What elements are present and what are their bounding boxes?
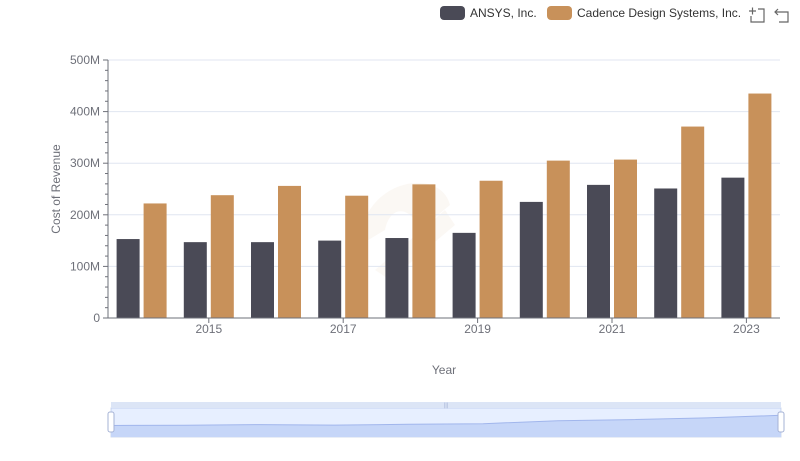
legend-label: Cadence Design Systems, Inc. [577,6,742,20]
bar-cadence-2019[interactable] [479,180,503,318]
bar-cadence-2023[interactable] [748,93,772,318]
slider-line [110,414,782,426]
slider-top-bar[interactable] [111,402,781,408]
bar-ansys-2020[interactable] [519,201,543,318]
bar-ansys-2017[interactable] [318,240,342,318]
x-axis-title: Year [431,363,457,377]
bar-cadence-2021[interactable] [614,159,637,318]
bar-ansys-2018[interactable] [385,238,409,318]
y-tick-label: 500M [70,53,100,67]
bar-cadence-2014[interactable] [143,203,167,318]
bar-ansys-2022[interactable] [654,188,678,318]
bar-ansys-2021[interactable] [587,184,610,318]
x-tick-label: 2021 [599,322,626,336]
bar-ansys-2015[interactable] [183,242,207,318]
bar-ansys-2023[interactable] [721,177,745,318]
legend-label: ANSYS, Inc. [470,6,537,20]
bar-cadence-2020[interactable] [546,160,570,318]
bar-cadence-2022[interactable] [681,126,705,319]
slider-handle-left[interactable] [107,411,115,433]
x-tick-label: 2017 [330,322,357,336]
zoom-icon[interactable] [748,6,766,24]
slider-selection[interactable] [111,408,781,437]
bar-ansys-2014[interactable] [116,239,140,318]
x-tick-label: 2019 [464,322,491,336]
slider-handle-right[interactable] [777,411,785,433]
legend-swatch [440,6,465,20]
bar-ansys-2016[interactable] [251,242,274,318]
slider-area [111,415,781,437]
legend-item-cadence[interactable]: Cadence Design Systems, Inc. [547,4,741,22]
y-tick-label: 200M [70,208,100,222]
bar-cadence-2018[interactable] [412,184,436,318]
legend-swatch [547,6,572,20]
x-tick-label: 2023 [733,322,760,336]
y-tick-label: 0 [93,311,100,325]
restore-icon[interactable] [773,6,791,24]
bar-cadence-2017[interactable] [345,195,369,318]
legend-item-ansys[interactable]: ANSYS, Inc. [440,4,537,22]
bar-cadence-2016[interactable] [278,185,301,318]
bar-ansys-2019[interactable] [452,232,476,318]
slider-grip[interactable]: ||| [444,403,449,409]
y-tick-label: 300M [70,156,100,170]
y-tick-label: 400M [70,105,100,119]
x-tick-label: 2015 [195,322,222,336]
y-axis-title: Cost of Revenue [49,144,63,234]
y-tick-label: 100M [70,259,100,273]
data-zoom-slider[interactable]: ||| [107,402,785,438]
bar-cadence-2015[interactable] [210,195,234,318]
